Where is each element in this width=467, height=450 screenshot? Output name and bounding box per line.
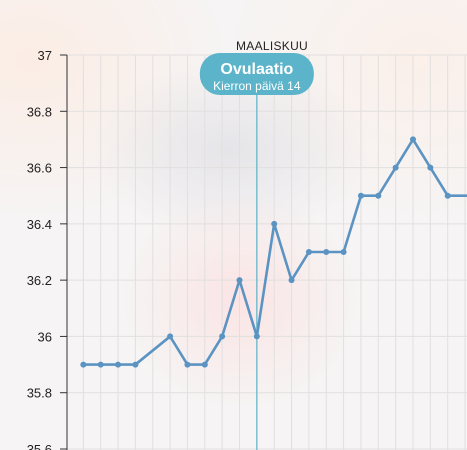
data-point: [80, 361, 87, 368]
y-tick-label: 36.4: [27, 217, 52, 232]
y-axis: [60, 54, 68, 450]
grid: [67, 54, 467, 450]
data-point: [115, 361, 122, 368]
y-tick-label: 37: [38, 48, 52, 63]
data-point: [375, 192, 382, 199]
data-point: [340, 249, 347, 255]
y-tick-label: 36: [38, 329, 52, 344]
data-point: [184, 361, 191, 368]
y-tick-label: 35.6: [27, 442, 52, 450]
y-tick-label: 36.6: [27, 161, 52, 176]
data-point: [392, 164, 399, 171]
month-label: MAALISKUU: [236, 39, 308, 53]
data-point: [323, 249, 330, 255]
data-point: [427, 164, 434, 171]
data-point: [305, 249, 312, 255]
data-point: [236, 277, 243, 284]
ovulation-callout-background: [199, 53, 314, 95]
ovulation-callout-subtitle: Kierron päivä 14: [213, 79, 301, 93]
data-point: [410, 136, 416, 143]
ovulation-callout[interactable]: Ovulaatio Kierron päivä 14: [199, 53, 314, 95]
ovulation-callout-title: Ovulaatio: [220, 61, 293, 78]
temperature-series: [80, 136, 467, 368]
y-tick-label: 35.8: [27, 386, 52, 401]
data-point: [357, 192, 364, 199]
y-tick-label: 36.8: [27, 104, 52, 119]
data-point: [132, 361, 139, 368]
data-point: [167, 333, 174, 340]
data-point: [97, 361, 104, 368]
series-line: [82, 138, 467, 366]
data-point: [219, 333, 226, 340]
data-point: [201, 361, 208, 368]
data-point: [444, 192, 451, 199]
data-point: [253, 333, 260, 340]
data-point: [288, 277, 295, 284]
y-tick-label: 36.2: [27, 273, 52, 288]
data-point: [271, 220, 278, 227]
y-tick-labels: 35.6 35.8 36 36.2 36.4 36.6 36.8 37: [27, 48, 52, 450]
